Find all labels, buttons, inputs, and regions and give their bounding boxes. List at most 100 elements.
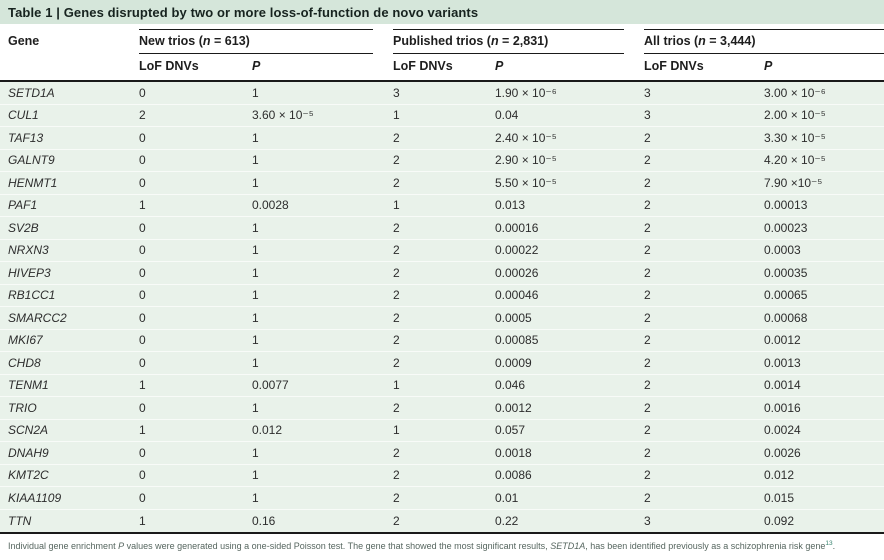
value-cell: 4.20 × 10⁻⁵: [764, 153, 826, 168]
value-cell: 0.0013: [764, 355, 801, 370]
table-row: TAF13 0 1 2 2.40 × 10⁻⁵ 2 3.30 × 10⁻⁵: [0, 127, 884, 150]
gene-name: TENM1: [8, 378, 49, 393]
table-row: CHD8 0 1 2 0.0009 2 0.0013: [0, 352, 884, 375]
value-cell: 2: [393, 355, 400, 370]
column-header-gene: Gene: [8, 34, 40, 48]
value-cell: 1: [252, 175, 259, 190]
value-cell: 2: [393, 288, 400, 303]
group-label-n: n: [202, 34, 211, 48]
value-cell: 0: [139, 175, 146, 190]
value-cell: 0.00068: [764, 310, 808, 325]
value-cell: 1: [252, 490, 259, 505]
value-cell: 3.30 × 10⁻⁵: [764, 130, 826, 145]
value-cell: 0.00023: [764, 220, 808, 235]
column-header-lof-dnvs-new: LoF DNVs: [139, 59, 199, 73]
value-cell: 2: [393, 175, 400, 190]
table-row: DNAH9 0 1 2 0.0018 2 0.0026: [0, 442, 884, 465]
value-cell: 1: [393, 423, 400, 438]
value-cell: 2: [644, 490, 651, 505]
value-cell: 0.0009: [495, 355, 532, 370]
value-cell: 2: [393, 243, 400, 258]
value-cell: 1: [252, 243, 259, 258]
table-row: KMT2C 0 1 2 0.0086 2 0.012: [0, 464, 884, 487]
value-cell: 2: [644, 265, 651, 280]
sub-header-row: LoF DNVs P LoF DNVs P LoF DNVs P: [0, 54, 884, 80]
value-cell: 2.00 × 10⁻⁵: [764, 108, 826, 123]
value-cell: 3.60 × 10⁻⁵: [252, 108, 314, 123]
value-cell: 0: [139, 130, 146, 145]
value-cell: 0.00046: [495, 288, 539, 303]
value-cell: 2: [393, 445, 400, 460]
table-body: SETD1A 0 1 3 1.90 × 10⁻⁶ 3 3.00 × 10⁻⁶ CUL1 2 3.6…: [0, 82, 884, 534]
value-cell: 1: [139, 513, 146, 528]
value-cell: 0.013: [495, 198, 526, 213]
group-header-all-trios: All trios (n = 3,444): [644, 29, 884, 54]
value-cell: 2: [644, 400, 651, 415]
table-row: TRIO 0 1 2 0.0012 2 0.0016: [0, 397, 884, 420]
value-cell: 2.40 × 10⁻⁵: [495, 130, 557, 145]
table-row: MKI67 0 1 2 0.00085 2 0.0012: [0, 329, 884, 352]
table-row: HIVEP3 0 1 2 0.00026 2 0.00035: [0, 262, 884, 285]
value-cell: 1: [393, 108, 400, 123]
value-cell: 2: [644, 468, 651, 483]
value-cell: 2.90 × 10⁻⁵: [495, 153, 557, 168]
value-cell: 1: [252, 265, 259, 280]
gene-name: SCN2A: [8, 423, 49, 438]
value-cell: 0.0024: [764, 423, 801, 438]
group-label-text: = 613): [210, 34, 250, 48]
table-row: SCN2A 1 0.012 1 0.057 2 0.0024: [0, 419, 884, 442]
value-cell: 1: [139, 198, 146, 213]
value-cell: 1.90 × 10⁻⁶: [495, 85, 557, 100]
value-cell: 0.16: [252, 513, 276, 528]
value-cell: 0.22: [495, 513, 519, 528]
value-cell: 1: [393, 198, 400, 213]
value-cell: 0.046: [495, 378, 526, 393]
value-cell: 0.00065: [764, 288, 808, 303]
value-cell: 3: [644, 513, 651, 528]
value-cell: 1: [252, 130, 259, 145]
value-cell: 0: [139, 468, 146, 483]
value-cell: 0: [139, 355, 146, 370]
footnote-segment: , has been identified previously as a sc…: [585, 541, 826, 551]
gene-name: MKI67: [8, 333, 43, 348]
gene-name: CUL1: [8, 108, 39, 123]
value-cell: 2: [393, 265, 400, 280]
value-cell: 0: [139, 400, 146, 415]
value-cell: 1: [393, 378, 400, 393]
value-cell: 2: [644, 333, 651, 348]
group-header-new-trios: New trios (n = 613): [139, 29, 393, 54]
value-cell: 1: [139, 378, 146, 393]
table-title: Table 1 | Genes disrupted by two or more…: [8, 4, 479, 20]
value-cell: 2: [393, 513, 400, 528]
footnote-segment: values were generated using a one-sided …: [124, 541, 551, 551]
value-cell: 2: [393, 153, 400, 168]
table-row: RB1CC1 0 1 2 0.00046 2 0.00065: [0, 284, 884, 307]
value-cell: 0.00022: [495, 243, 539, 258]
value-cell: 2: [393, 468, 400, 483]
value-cell: 0.0018: [495, 445, 532, 460]
group-label-text: Published trios (: [393, 34, 491, 48]
gene-name: TAF13: [8, 130, 44, 145]
gene-name: KMT2C: [8, 468, 49, 483]
gene-name: NRXN3: [8, 243, 49, 258]
column-header-p-all: P: [764, 59, 773, 73]
group-label-text: = 2,831): [498, 34, 549, 48]
value-cell: 2: [644, 423, 651, 438]
value-cell: 1: [252, 468, 259, 483]
value-cell: 0.00026: [495, 265, 539, 280]
value-cell: 0.01: [495, 490, 519, 505]
value-cell: 0.0005: [495, 310, 532, 325]
value-cell: 7.90 ×10⁻⁵: [764, 175, 823, 190]
group-header-row: Gene New trios (n = 613) Published trios…: [0, 24, 884, 54]
value-cell: 2: [644, 243, 651, 258]
value-cell: 2: [393, 333, 400, 348]
value-cell: 0: [139, 153, 146, 168]
gene-name: CHD8: [8, 355, 41, 370]
table-row: HENMT1 0 1 2 5.50 × 10⁻⁵ 2 7.90 ×10⁻⁵: [0, 172, 884, 195]
group-label-text: New trios (: [139, 34, 203, 48]
footnote-segment: SETD1A: [550, 541, 586, 551]
group-label-n: n: [698, 34, 706, 48]
column-header-lof-dnvs-all: LoF DNVs: [644, 59, 704, 73]
value-cell: 0: [139, 310, 146, 325]
value-cell: 0.012: [252, 423, 283, 438]
